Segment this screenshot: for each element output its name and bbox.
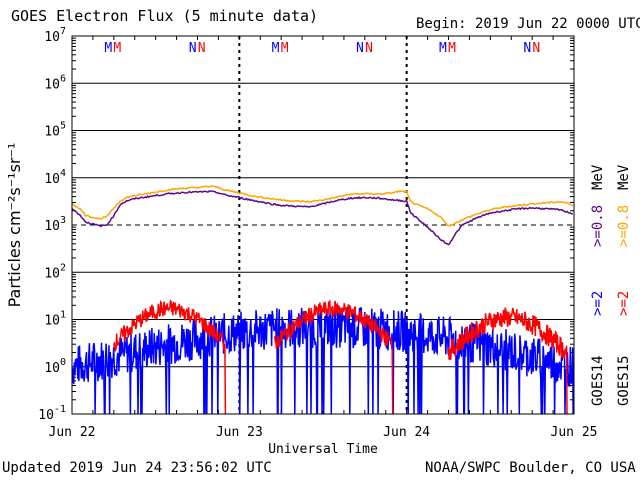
y-tick-label: 100 (44, 357, 66, 376)
legend-goes15-low: >=0.8 (616, 205, 632, 247)
y-tick-label: 107 (44, 26, 66, 45)
marker-n: N (356, 41, 364, 56)
marker-n: N (189, 41, 197, 56)
marker-m: M (281, 41, 289, 56)
legend-goes14-high: >=2 (590, 291, 606, 316)
legend-goes14: GOES14 (590, 355, 606, 406)
y-axis-label: Particles cm⁻²s⁻¹sr⁻¹ (5, 143, 24, 308)
updated-time: Updated 2019 Jun 24 23:56:02 UTC (2, 460, 272, 476)
marker-m: M (272, 41, 280, 56)
y-tick-label: 102 (44, 262, 66, 281)
x-axis-label: Universal Time (268, 442, 378, 457)
y-tick-label: 101 (44, 310, 66, 329)
legend-unit: MeV (616, 164, 632, 190)
x-tick-label: Jun 25 (551, 425, 598, 440)
legend-goes15-high: >=2 (616, 291, 632, 316)
chart-title: GOES Electron Flux (5 minute data) (11, 7, 319, 25)
series-line-low-energy (71, 190, 573, 246)
y-tick-label: 103 (44, 215, 66, 234)
y-tick-label: 10-1 (38, 404, 66, 423)
credit-text: NOAA/SWPC Boulder, CO USA (425, 460, 636, 476)
series-line-high-energy (113, 299, 227, 414)
series-line-low-energy (71, 185, 574, 227)
y-tick-label: 106 (44, 73, 66, 92)
y-tick-label: 105 (44, 121, 66, 140)
legend-goes15: GOES15 (616, 355, 632, 406)
plot-frame (71, 35, 575, 415)
x-tick-label: Jun 22 (49, 425, 96, 440)
marker-m: M (439, 41, 447, 56)
x-tick-label: Jun 24 (383, 425, 430, 440)
x-tick-label: Jun 23 (216, 425, 263, 440)
begin-time: Begin: 2019 Jun 22 0000 UTC (416, 16, 640, 32)
marker-n: N (365, 41, 373, 56)
marker-m: M (113, 41, 121, 56)
legend-unit: MeV (590, 164, 606, 190)
series-line-high-energy (447, 307, 568, 414)
marker-m: M (104, 41, 112, 56)
marker-n: N (523, 41, 531, 56)
y-tick-label: 104 (44, 168, 66, 187)
marker-n: N (532, 41, 540, 56)
marker-n: N (198, 41, 206, 56)
marker-m: M (448, 41, 456, 56)
legend-goes14-low: >=0.8 (590, 205, 606, 247)
series-line-high-energy (273, 300, 394, 414)
series-line-high-energy (72, 305, 574, 414)
